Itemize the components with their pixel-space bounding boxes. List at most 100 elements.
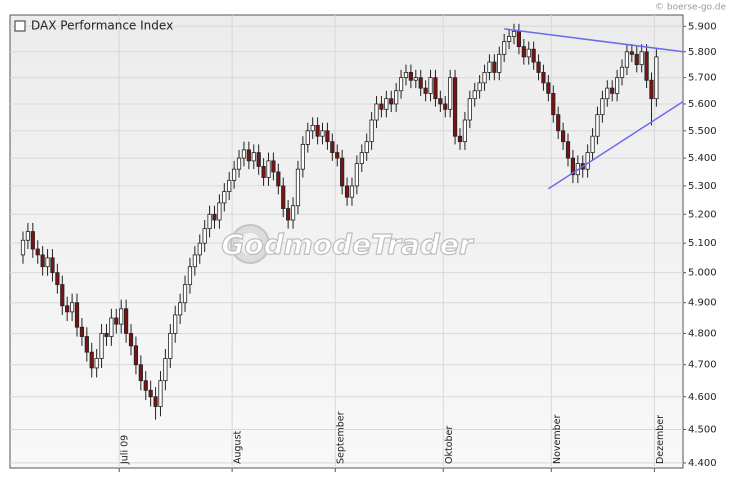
- candle-body: [266, 160, 271, 178]
- candle-body: [354, 163, 359, 187]
- candle-body: [128, 333, 134, 347]
- candle-body: [344, 185, 350, 198]
- candle-body: [359, 152, 364, 165]
- candle-body: [521, 46, 526, 58]
- watermark-logo: [230, 224, 270, 264]
- candle-body: [133, 345, 139, 366]
- x-tick-label: November: [552, 414, 563, 464]
- candle-body: [178, 302, 183, 316]
- candle-body: [65, 305, 70, 313]
- candle-body: [74, 302, 80, 328]
- candle-body: [217, 202, 222, 221]
- candle-body: [330, 141, 335, 154]
- candle-body: [561, 130, 566, 143]
- candle-body: [605, 87, 610, 100]
- candle-body: [281, 185, 286, 209]
- candle-body: [644, 51, 649, 81]
- candle-body: [467, 98, 472, 121]
- candle-body: [536, 61, 541, 73]
- candle-body: [340, 157, 345, 187]
- candle-body: [271, 160, 276, 173]
- y-tick-label: 4.500: [688, 424, 717, 435]
- candle-body: [70, 302, 75, 313]
- candle-body: [546, 82, 551, 94]
- candle-body: [384, 98, 389, 110]
- candle-body: [89, 351, 94, 369]
- candle-body: [153, 396, 158, 407]
- candle-body: [364, 141, 369, 154]
- candle-body: [197, 242, 202, 256]
- candle-body: [222, 191, 227, 204]
- candle-body: [349, 185, 355, 198]
- candle-body: [649, 79, 654, 100]
- candle-body: [531, 48, 536, 63]
- candle-body: [379, 103, 384, 110]
- candle-body: [516, 30, 522, 48]
- candle-body: [472, 90, 477, 100]
- x-tick-label: Dezember: [655, 415, 666, 464]
- candle-body: [246, 149, 251, 162]
- trendline: [504, 28, 684, 53]
- candle-body: [114, 317, 119, 325]
- y-tick-label: 5.000: [688, 268, 717, 279]
- candle-body: [448, 77, 453, 110]
- candle-body: [50, 257, 55, 274]
- candle-body: [477, 82, 482, 92]
- candle-body: [462, 119, 468, 143]
- candle-body: [600, 98, 605, 116]
- y-tick-label: 5.500: [688, 126, 717, 137]
- candle-body: [506, 36, 512, 42]
- candle-body: [654, 56, 659, 100]
- candle-body: [457, 135, 463, 143]
- plot-area: [9, 14, 684, 469]
- candle-body: [335, 152, 340, 159]
- candle-body: [207, 213, 212, 230]
- candle-body: [158, 380, 163, 407]
- trendline: [547, 100, 684, 190]
- candle-body: [212, 213, 217, 221]
- candle-body: [286, 208, 291, 221]
- candle-body: [315, 124, 320, 137]
- candle-body: [629, 51, 634, 55]
- candle-body: [624, 51, 630, 68]
- candle-body: [374, 103, 379, 121]
- candle-body: [492, 61, 497, 73]
- candle-body: [423, 87, 428, 94]
- candle-body: [639, 51, 644, 66]
- candle-body: [35, 248, 40, 256]
- candle-body: [251, 152, 256, 162]
- candle-body: [408, 72, 413, 81]
- candle-body: [615, 77, 620, 94]
- candle-body: [173, 314, 178, 334]
- candle-body: [551, 92, 556, 116]
- y-tick-label: 5.800: [688, 47, 717, 58]
- candle-body: [276, 171, 281, 187]
- candle-body: [30, 231, 35, 250]
- candle-body: [497, 53, 502, 73]
- candle-body: [565, 141, 571, 159]
- candle-body: [438, 98, 443, 105]
- candle-body: [511, 30, 517, 37]
- candle-body: [45, 257, 50, 268]
- y-tick-label: 4.700: [688, 360, 717, 371]
- candle-body: [99, 333, 104, 359]
- candle-body: [452, 77, 458, 137]
- candle-body: [138, 364, 143, 382]
- candle-body: [236, 157, 242, 170]
- candles: [20, 23, 659, 420]
- candle-body: [541, 72, 546, 84]
- candle-body: [634, 53, 639, 66]
- candle-body: [369, 119, 374, 143]
- copyright: © boerse-go.de: [655, 3, 726, 13]
- candle-body: [433, 77, 438, 100]
- candle-body: [55, 272, 60, 286]
- candle-body: [202, 228, 207, 244]
- y-tick-label: 5.600: [688, 99, 717, 110]
- candle-body: [502, 41, 507, 55]
- x-tick-label: Juli 09: [120, 435, 131, 465]
- candle-body: [482, 72, 487, 84]
- candle-body: [20, 239, 26, 256]
- candle-body: [428, 77, 433, 94]
- candle-body: [310, 124, 315, 132]
